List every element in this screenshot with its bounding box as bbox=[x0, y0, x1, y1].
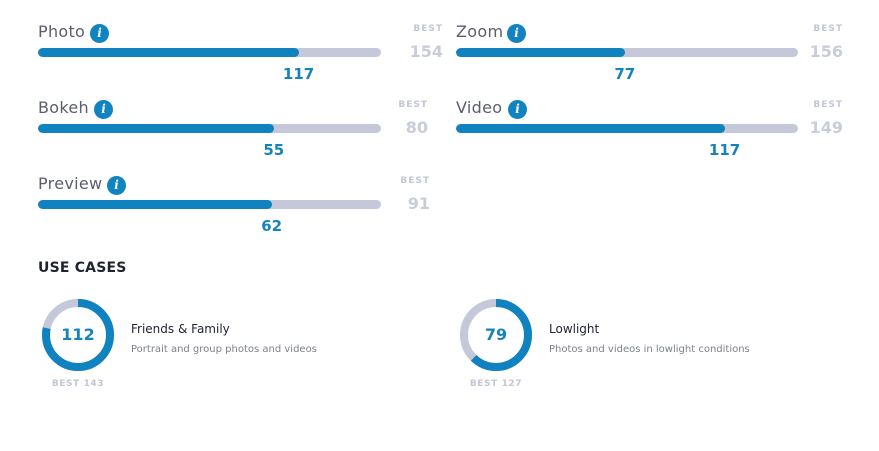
score-bar bbox=[38, 200, 381, 209]
score-bar-fill bbox=[456, 48, 625, 57]
best-value: 91 bbox=[407, 194, 430, 213]
info-icon[interactable]: i bbox=[507, 24, 526, 43]
usecase-score: 79 bbox=[484, 325, 508, 344]
score-bar bbox=[38, 48, 381, 57]
info-icon[interactable]: i bbox=[107, 176, 126, 195]
score-bar-fill bbox=[38, 48, 299, 57]
score-value: 55 bbox=[263, 141, 285, 159]
best-label: BEST bbox=[813, 24, 843, 34]
score-ring bbox=[460, 299, 532, 371]
metric-zoom: Zoom i BEST 156 77 bbox=[456, 22, 843, 92]
usecase-title: Friends & Family bbox=[131, 322, 230, 336]
score-value: 117 bbox=[282, 65, 315, 83]
metric-label: Zoom bbox=[456, 22, 504, 41]
best-value: 80 bbox=[405, 118, 428, 137]
best-label: BEST bbox=[400, 176, 430, 186]
score-bar-fill bbox=[38, 124, 274, 133]
score-value: 62 bbox=[261, 217, 283, 235]
score-bar bbox=[456, 48, 798, 57]
metric-bokeh: Bokeh i BEST 80 55 bbox=[38, 98, 428, 168]
score-ring bbox=[42, 299, 114, 371]
metric-video: Video i BEST 149 117 bbox=[456, 98, 843, 168]
score-value: 117 bbox=[708, 141, 741, 159]
info-icon[interactable]: i bbox=[90, 24, 109, 43]
metric-photo: Photo i BEST 154 117 bbox=[38, 22, 443, 92]
best-value: 149 bbox=[809, 118, 843, 137]
metric-label: Bokeh bbox=[38, 98, 89, 117]
best-value: 154 bbox=[409, 42, 443, 61]
usecase-score: 112 bbox=[61, 325, 95, 344]
best-value: 156 bbox=[809, 42, 843, 61]
best-label: BEST bbox=[813, 100, 843, 110]
usecase-lowlight[interactable]: 79 BEST 127 Lowlight Photos and videos i… bbox=[458, 297, 858, 397]
usecase-best: BEST 127 bbox=[469, 379, 523, 389]
metric-label: Photo bbox=[38, 22, 86, 41]
score-bar-fill bbox=[456, 124, 725, 133]
info-icon[interactable]: i bbox=[94, 100, 113, 119]
metric-preview: Preview i BEST 91 62 bbox=[38, 174, 430, 244]
usecase-description: Photos and videos in lowlight conditions bbox=[549, 344, 750, 355]
score-bar bbox=[456, 124, 798, 133]
score-bar-fill bbox=[38, 200, 272, 209]
metric-label: Video bbox=[456, 98, 503, 117]
use-cases-heading: USE CASES bbox=[38, 260, 127, 276]
usecase-title: Lowlight bbox=[549, 322, 600, 336]
usecase-best: BEST 143 bbox=[51, 379, 105, 389]
score-value: 77 bbox=[614, 65, 636, 83]
best-label: BEST bbox=[398, 100, 428, 110]
score-bar bbox=[38, 124, 381, 133]
usecase-description: Portrait and group photos and videos bbox=[131, 344, 317, 355]
best-label: BEST bbox=[413, 24, 443, 34]
usecase-friends-family[interactable]: 112 BEST 143 Friends & Family Portrait a… bbox=[40, 297, 440, 397]
info-icon[interactable]: i bbox=[508, 100, 527, 119]
ring-progress bbox=[42, 299, 114, 371]
ring-progress bbox=[460, 299, 532, 371]
metric-label: Preview bbox=[38, 174, 103, 193]
